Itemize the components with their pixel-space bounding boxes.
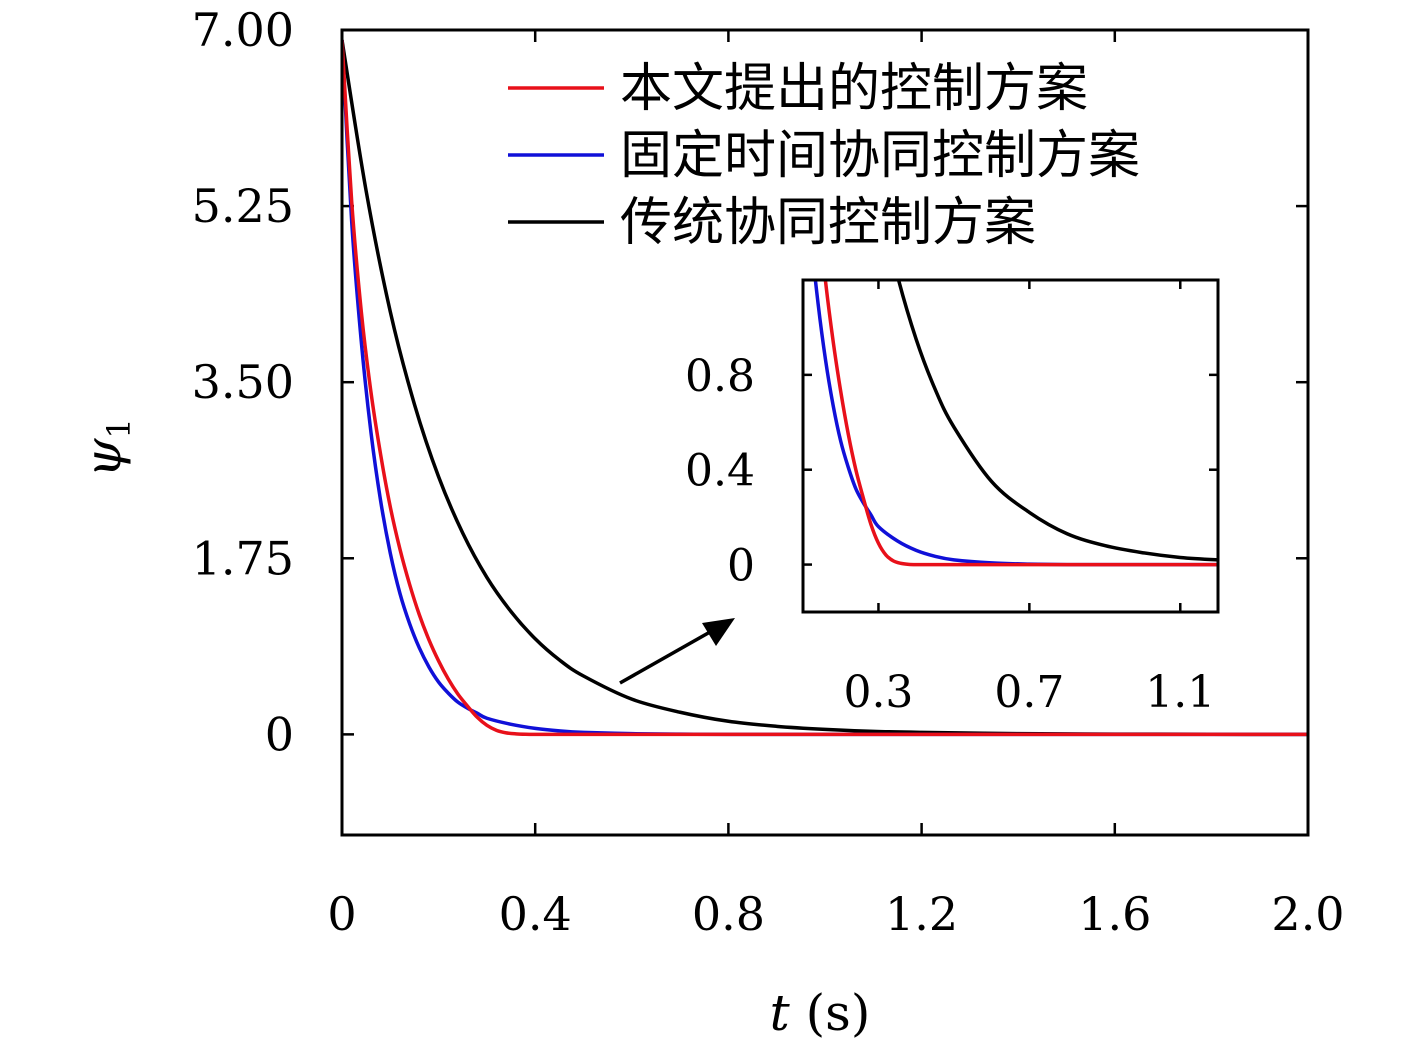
legend-label: 本文提出的控制方案	[620, 59, 1088, 119]
legend-label: 传统协同控制方案	[620, 193, 1036, 253]
inset-x-tick-label: 0.7	[994, 667, 1064, 718]
inset-series-line-0	[823, 280, 1218, 567]
x-tick-label: 0	[327, 887, 356, 941]
x-tick-label: 0.4	[499, 887, 572, 941]
x-axis-label: t (s)	[770, 984, 871, 1042]
inset-y-tick-label: 0.8	[685, 351, 755, 402]
y-tick-label: 0	[265, 707, 294, 761]
inset-x-tick-label: 1.1	[1145, 667, 1215, 718]
inset-y-tick-label: 0.4	[685, 446, 755, 497]
y-tick-label: 1.75	[192, 531, 294, 585]
x-tick-label: 1.2	[885, 887, 958, 941]
y-tick-label: 3.50	[192, 355, 294, 409]
y-tick-label: 5.25	[192, 179, 294, 233]
inset-tick-labels: 0.3 0.7 1.1 0 0.4 0.8	[685, 351, 1215, 718]
inset-background	[803, 280, 1218, 612]
y-tick-label: 7.00	[192, 3, 294, 57]
inset-y-tick-label: 0	[727, 541, 755, 592]
x-tick-label: 1.6	[1078, 887, 1151, 941]
inset-arrow	[619, 618, 735, 685]
main-plot-frame	[340, 28, 1310, 837]
inset-x-tick-label: 0.3	[843, 667, 913, 718]
main-plot-series	[342, 39, 1308, 737]
inset-plot-frame	[801, 278, 1220, 614]
inset-series-line-2	[896, 280, 1218, 562]
series-line-0	[342, 39, 1308, 737]
y-axis-label: ψ1	[74, 418, 138, 478]
x-tick-label: 0.8	[692, 887, 765, 941]
legend-label: 固定时间协同控制方案	[620, 126, 1140, 186]
x-tick-label: 2.0	[1271, 887, 1344, 941]
inset-plot-series	[813, 280, 1218, 567]
main-tick-labels: 0 0.4 0.8 1.2 1.6 2.0 0 1.75 3.50 5.25 7.00	[192, 3, 1345, 941]
